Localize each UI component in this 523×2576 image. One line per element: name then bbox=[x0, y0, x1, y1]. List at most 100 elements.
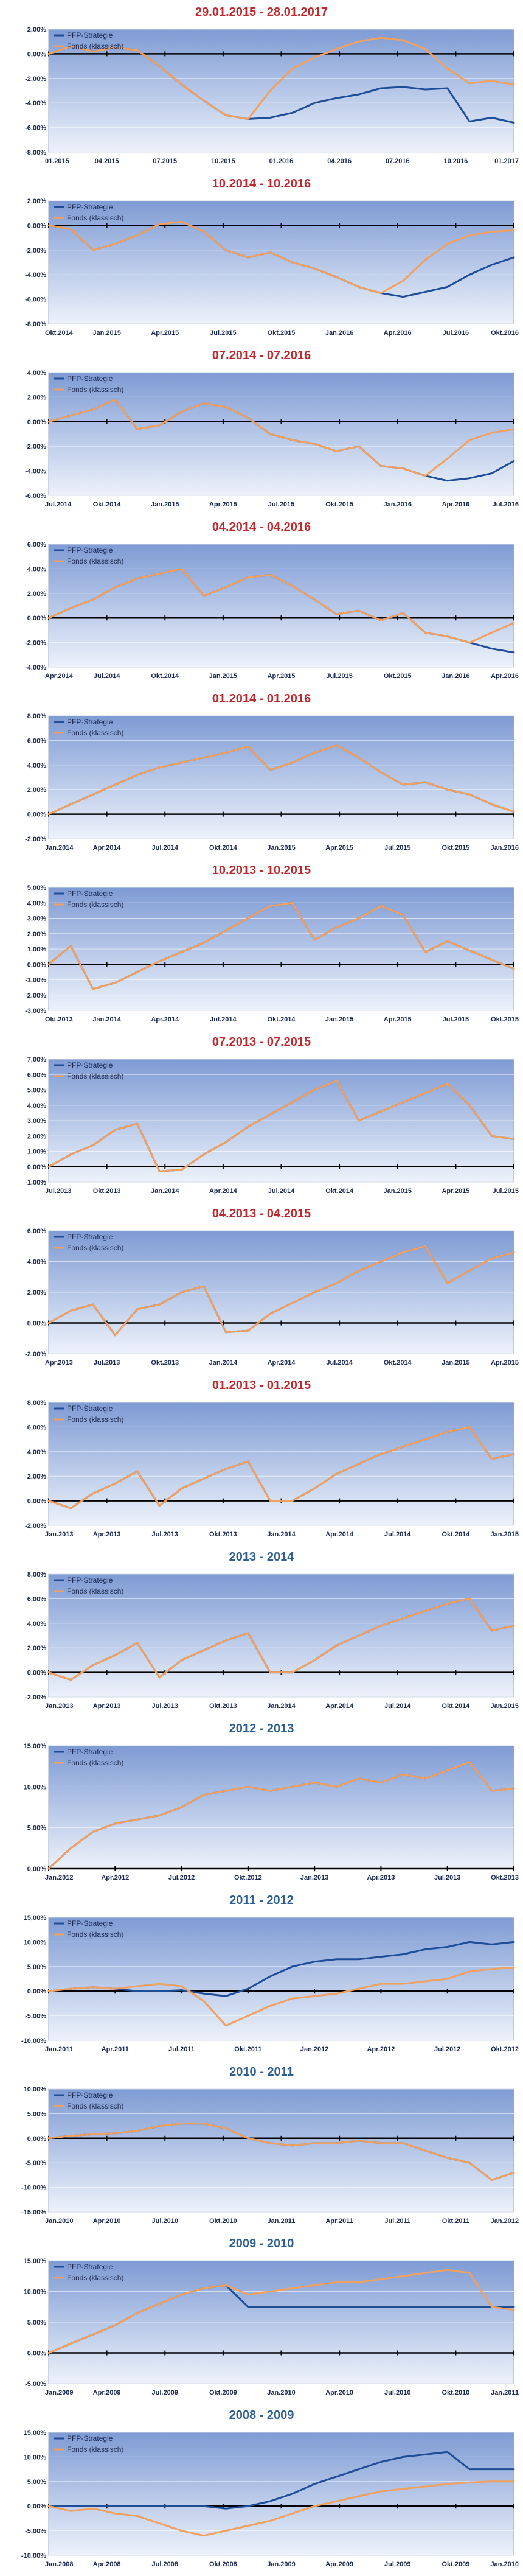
y-tick-label: 4,00% bbox=[27, 1449, 46, 1456]
series-line-fonds bbox=[47, 1597, 515, 1681]
chart-panel: 07.2013 - 07.2015 7,00% 6,00% 5,00% 4,00% 3,0… bbox=[0, 1030, 523, 1202]
x-tick-label: Apr.2009 bbox=[325, 2561, 353, 2568]
y-tick-label: 5,00% bbox=[27, 2319, 46, 2326]
legend: PFP-Strategie Fonds (klassisch) bbox=[54, 546, 123, 565]
x-tick-label: Jan.2009 bbox=[267, 2561, 295, 2568]
chart-title: 01.2013 - 01.2015 bbox=[212, 1379, 311, 1392]
x-tick-label: Jul.2014 bbox=[94, 673, 120, 680]
x-tick-label: Jul.2015 bbox=[326, 673, 352, 680]
y-tick-label: 0,00% bbox=[27, 2350, 46, 2357]
series-line-fonds bbox=[47, 744, 515, 816]
y-tick-label: 0,00% bbox=[27, 1988, 46, 1995]
y-tick-label: -6,00% bbox=[25, 125, 46, 132]
series-line-fonds bbox=[47, 2480, 515, 2537]
y-tick-label: 4,00% bbox=[27, 1259, 46, 1266]
x-tick-label: Jul.2014 bbox=[384, 1703, 411, 1710]
legend-label: PFP-Strategie bbox=[67, 1404, 113, 1413]
plot-area bbox=[48, 200, 514, 324]
series-line-fonds bbox=[47, 1245, 515, 1337]
x-tick-label: Jan.2015 bbox=[384, 1188, 412, 1195]
x-tick-label: Jan.2014 bbox=[92, 1016, 121, 1023]
x-tick-label: Apr.2013 bbox=[93, 1531, 121, 1538]
x-tick-label: Okt.2015 bbox=[268, 329, 296, 337]
x-tick-label: Apr.2010 bbox=[325, 2389, 353, 2396]
y-tick-label: 5,00% bbox=[27, 1964, 46, 1971]
chart-title: 01.2014 - 01.2016 bbox=[212, 692, 311, 705]
x-tick-label: Apr.2015 bbox=[442, 1188, 469, 1195]
plot-area bbox=[48, 2088, 514, 2213]
chart-panel: 29.01.2015 - 28.01.2017 2,00% 0,00% -2,00% -… bbox=[0, 0, 523, 172]
x-tick-label: Jan.2016 bbox=[325, 329, 353, 337]
series-line-fonds bbox=[47, 2269, 515, 2354]
y-tick-label: 2,00% bbox=[27, 1133, 46, 1140]
x-tick-label: Apr.2008 bbox=[93, 2561, 121, 2568]
y-tick-label: 4,00% bbox=[27, 565, 46, 573]
x-tick-label: Okt.2015 bbox=[491, 1016, 519, 1023]
y-tick-label: 0,00% bbox=[27, 615, 46, 622]
x-tick-label: 10.2016 bbox=[443, 158, 468, 165]
legend-label: Fonds (klassisch) bbox=[67, 1244, 123, 1252]
legend-label: PFP-Strategie bbox=[67, 1919, 113, 1928]
x-tick-label: Jul.2015 bbox=[443, 1016, 469, 1023]
legend-label: Fonds (klassisch) bbox=[67, 214, 123, 222]
plot-area bbox=[48, 715, 514, 839]
chart-panel: 2010 - 2011 10,00% 5,00% 0,00% -5,00% -10,00%… bbox=[0, 2060, 523, 2231]
x-tick-label: Apr.2010 bbox=[93, 2217, 121, 2225]
chart-panel: 10.2014 - 10.2016 2,00% 0,00% -2,00% -4,00% -… bbox=[0, 172, 523, 343]
chart-panel: 07.2014 - 07.2016 4,00% 2,00% 0,00% -2,00% -4… bbox=[0, 343, 523, 515]
y-tick-label: 6,00% bbox=[27, 1228, 46, 1235]
y-tick-label: 2,00% bbox=[27, 394, 46, 401]
legend-label: Fonds (klassisch) bbox=[67, 42, 123, 51]
x-tick-label: Apr.2014 bbox=[45, 673, 74, 680]
chart-svg: 01.2013 - 01.2015 8,00% 6,00% 4,00% 2,00% 0,0… bbox=[25, 1379, 519, 1538]
x-tick-label: Jan.2014 bbox=[151, 1188, 179, 1195]
legend: PFP-Strategie Fonds (klassisch) bbox=[54, 2091, 123, 2110]
y-tick-label: 8,00% bbox=[27, 1571, 46, 1578]
y-tick-label: 15,00% bbox=[24, 1914, 47, 1922]
x-tick-label: Okt.2015 bbox=[442, 844, 469, 852]
x-tick-label: Jan.2010 bbox=[45, 2217, 73, 2225]
legend-label: Fonds (klassisch) bbox=[67, 729, 123, 737]
y-tick-label: -6,00% bbox=[25, 492, 46, 500]
y-tick-label: 7,00% bbox=[27, 1056, 46, 1063]
y-tick-label: 2,00% bbox=[27, 198, 46, 205]
legend: PFP-Strategie Fonds (klassisch) bbox=[54, 1404, 123, 1424]
chart-panel: 2008 - 2009 15,00% 10,00% 5,00% 0,00% -5,00% -… bbox=[0, 2403, 523, 2575]
x-tick-label: Jul.2013 bbox=[152, 1703, 178, 1710]
plot-area bbox=[48, 1402, 514, 1526]
x-tick-label: Okt.2013 bbox=[151, 1359, 179, 1367]
series-line-fonds bbox=[47, 37, 515, 120]
y-tick-label: 0,00% bbox=[27, 811, 46, 819]
y-tick-label: -2,00% bbox=[25, 1351, 46, 1358]
series-line-fonds bbox=[47, 901, 515, 990]
x-tick-label: Jan.2012 bbox=[300, 2046, 328, 2053]
series-line-fonds bbox=[47, 1966, 515, 2027]
y-tick-label: 6,00% bbox=[27, 541, 46, 548]
legend: PFP-Strategie Fonds (klassisch) bbox=[54, 889, 123, 909]
legend: PFP-Strategie Fonds (klassisch) bbox=[54, 31, 123, 51]
x-tick-label: Jan.2015 bbox=[442, 1359, 469, 1367]
y-tick-label: 5,00% bbox=[27, 1825, 46, 1832]
legend: PFP-Strategie Fonds (klassisch) bbox=[54, 2434, 123, 2454]
x-tick-label: Jul.2015 bbox=[493, 1188, 519, 1195]
x-tick-label: Okt.2010 bbox=[209, 2217, 237, 2225]
x-tick-label: Jul.2013 bbox=[152, 1531, 178, 1538]
legend: PFP-Strategie Fonds (klassisch) bbox=[54, 1576, 123, 1595]
series-line-fonds bbox=[47, 567, 515, 644]
x-tick-label: Jul.2013 bbox=[45, 1188, 71, 1195]
y-tick-label: 5,00% bbox=[27, 2479, 46, 2486]
x-tick-label: 07.2016 bbox=[386, 158, 410, 165]
x-tick-label: Jul.2014 bbox=[210, 1016, 237, 1023]
x-tick-label: Okt.2013 bbox=[45, 1016, 73, 1023]
y-tick-label: -5,00% bbox=[25, 2160, 46, 2167]
x-tick-label: Jan.2012 bbox=[45, 1874, 73, 1881]
x-tick-label: Okt.2014 bbox=[268, 1016, 296, 1023]
plot-area bbox=[48, 1573, 514, 1698]
x-tick-label: Jul.2012 bbox=[168, 1874, 195, 1881]
x-tick-label: Okt.2010 bbox=[442, 2389, 469, 2396]
legend-label: PFP-Strategie bbox=[67, 31, 113, 40]
series-line-fonds bbox=[47, 220, 515, 294]
x-tick-label: Okt.2014 bbox=[384, 1359, 412, 1367]
legend-label: PFP-Strategie bbox=[67, 1576, 113, 1584]
y-tick-label: -5,00% bbox=[25, 2013, 46, 2020]
